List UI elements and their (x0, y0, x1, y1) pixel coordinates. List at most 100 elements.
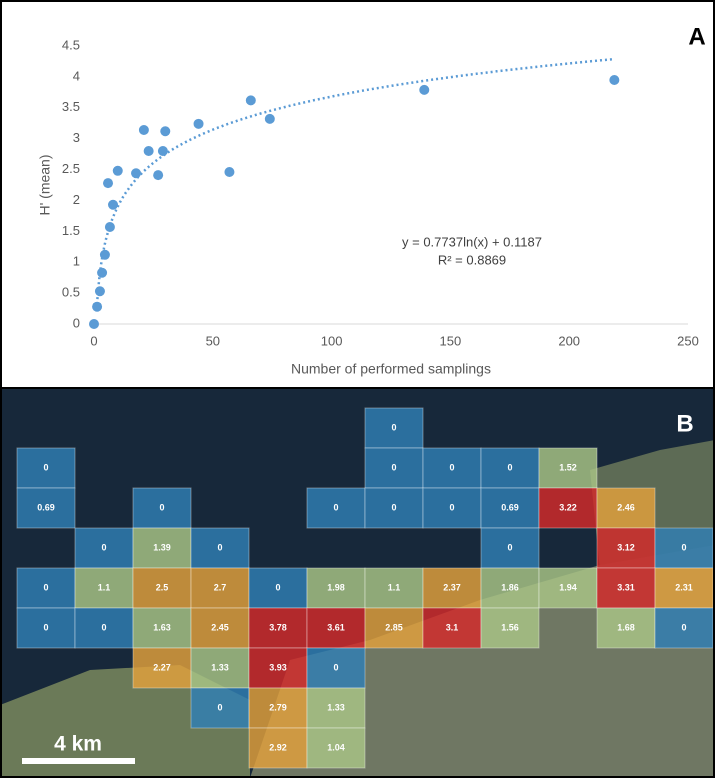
y-axis-label: H' (mean) (37, 154, 53, 215)
cell-value: 1.04 (327, 742, 345, 752)
cell-value: 2.85 (385, 622, 403, 632)
point (112, 165, 123, 176)
cell-value: 0 (43, 462, 48, 472)
grid-cell (306, 727, 366, 769)
grid-cell (480, 527, 540, 569)
grid-cell (422, 607, 482, 649)
point (97, 267, 108, 278)
x-tick-label: 50 (206, 333, 220, 348)
cell-value: 0 (681, 542, 686, 552)
cell-value: 1.98 (327, 582, 345, 592)
cell-value: 2.31 (675, 582, 693, 592)
grid-cell (248, 607, 308, 649)
cell-value: 3.78 (269, 622, 287, 632)
y-tick-label: 1.5 (62, 223, 80, 238)
grid-cell (190, 567, 250, 609)
grid-cell (364, 487, 424, 529)
point (419, 84, 430, 95)
cell-value: 0 (217, 702, 222, 712)
grid-cell (248, 567, 308, 609)
cell-value: 0 (681, 622, 686, 632)
y-tick-label: 3.5 (62, 99, 80, 114)
y-tick-label: 0.5 (62, 285, 80, 300)
grid-cell (248, 647, 308, 689)
point (104, 222, 115, 233)
trendline (95, 57, 615, 305)
cell-value: 3.61 (327, 622, 345, 632)
grid-cell (364, 567, 424, 609)
cell-value: 0 (333, 662, 338, 672)
fit-r2: R² = 0.8869 (438, 252, 506, 267)
point (245, 95, 256, 106)
x-tick-label: 250 (677, 333, 699, 348)
cell-value: 0 (391, 502, 396, 512)
grid-cell (596, 527, 656, 569)
grid-cell (480, 487, 540, 529)
cell-value: 2.5 (156, 582, 169, 592)
cell-value: 0 (449, 502, 454, 512)
cell-value: 1.1 (388, 582, 401, 592)
point (224, 167, 235, 178)
cell-value: 0 (391, 462, 396, 472)
point (264, 113, 275, 124)
point (89, 319, 99, 329)
cell-value: 1.33 (211, 662, 229, 672)
cell-value: 1.52 (559, 462, 577, 472)
point (99, 249, 110, 260)
cell-value: 2.45 (211, 622, 229, 632)
panel-a-bg (0, 0, 715, 388)
y-tick-label: 4.5 (62, 37, 80, 52)
cell-value: 3.12 (617, 542, 635, 552)
cell-value: 0 (101, 542, 106, 552)
grid-cell (306, 647, 366, 689)
grid-cell (596, 487, 656, 529)
grid-cell (654, 607, 714, 649)
grid-cell (422, 447, 482, 489)
x-tick-label: 100 (321, 333, 343, 348)
grid-cell (132, 647, 192, 689)
cell-value: 0 (159, 502, 164, 512)
grid-cell (74, 527, 134, 569)
cell-value: 1.63 (153, 622, 171, 632)
cell-value: 0 (217, 542, 222, 552)
cell-value: 0 (333, 502, 338, 512)
grid-cell (422, 567, 482, 609)
cell-value: 3.31 (617, 582, 635, 592)
grid-cell (306, 607, 366, 649)
cell-value: 0.69 (37, 502, 55, 512)
cell-value: 0 (507, 542, 512, 552)
scale-bar (22, 758, 135, 764)
point (94, 286, 105, 297)
grid-cell (248, 687, 308, 729)
grid-cell (16, 607, 76, 649)
grid-cell (190, 527, 250, 569)
cell-value: 1.94 (559, 582, 577, 592)
cell-value: 0 (507, 462, 512, 472)
point (609, 74, 620, 85)
point (108, 199, 119, 210)
y-tick-label: 0 (73, 315, 80, 330)
grid-cell (480, 567, 540, 609)
cell-value: 1.1 (98, 582, 111, 592)
cell-value: 1.33 (327, 702, 345, 712)
cell-value: 0.69 (501, 502, 519, 512)
y-tick-label: 3 (73, 130, 80, 145)
grid-cell (248, 727, 308, 769)
grid-cell (16, 487, 76, 529)
grid-cell (16, 567, 76, 609)
grid-cell (306, 567, 366, 609)
point (193, 118, 204, 129)
grid-cell (654, 527, 714, 569)
cell-value: 3.93 (269, 662, 287, 672)
panel-label: B (676, 410, 693, 437)
y-tick-label: 1 (73, 254, 80, 269)
cell-value: 2.79 (269, 702, 287, 712)
grid-cell (538, 447, 598, 489)
cell-value: 0 (43, 582, 48, 592)
cell-value: 0 (275, 582, 280, 592)
cell-value: 0 (43, 622, 48, 632)
x-tick-label: 200 (558, 333, 580, 348)
cell-value: 2.46 (617, 502, 635, 512)
cell-value: 0 (391, 422, 396, 432)
